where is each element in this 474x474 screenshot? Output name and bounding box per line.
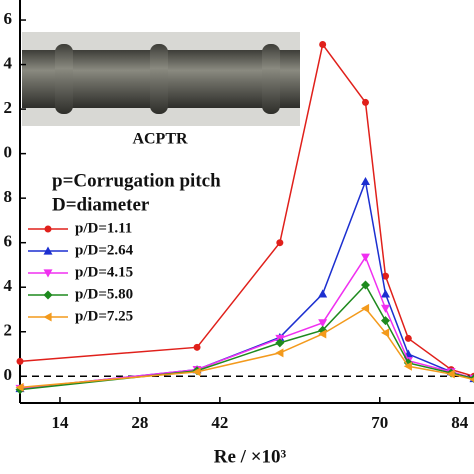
legend-label: p/D=5.80 bbox=[75, 286, 133, 302]
marker bbox=[381, 272, 389, 280]
y-tick-label: 2 bbox=[4, 321, 13, 340]
marker bbox=[318, 329, 327, 339]
annotation: p=Corrugation pitch bbox=[52, 170, 221, 191]
marker bbox=[380, 304, 390, 313]
marker bbox=[380, 289, 390, 298]
y-tick-label: 6 bbox=[4, 232, 13, 251]
x-tick-label: 84 bbox=[451, 413, 469, 432]
marker bbox=[192, 367, 201, 377]
x-tick-label: 70 bbox=[371, 413, 388, 432]
marker bbox=[15, 382, 24, 392]
legend-label: p/D=1.11 bbox=[75, 220, 132, 236]
marker bbox=[276, 239, 284, 247]
legend-label: p/D=4.15 bbox=[75, 264, 133, 280]
marker bbox=[275, 338, 285, 348]
marker bbox=[360, 280, 370, 290]
y-tick-label: 8 bbox=[4, 187, 13, 206]
marker bbox=[403, 361, 412, 371]
inset-label: ACPTR bbox=[132, 131, 188, 148]
marker bbox=[318, 289, 328, 298]
marker bbox=[360, 303, 370, 313]
y-tick-label: 6 bbox=[4, 9, 13, 28]
x-tick-label: 42 bbox=[211, 413, 228, 432]
x-axis-label: Re / ×10³ bbox=[214, 446, 287, 467]
legend-marker bbox=[43, 312, 52, 322]
legend-label: p/D=2.64 bbox=[75, 242, 134, 258]
legend-marker bbox=[43, 290, 53, 300]
y-tick-label: 0 bbox=[4, 143, 13, 162]
marker bbox=[361, 98, 369, 106]
marker bbox=[16, 357, 24, 365]
marker bbox=[469, 377, 474, 383]
marker bbox=[193, 343, 201, 351]
marker bbox=[404, 334, 412, 342]
marker bbox=[360, 253, 370, 262]
x-tick-label: 28 bbox=[131, 413, 148, 432]
marker bbox=[380, 316, 390, 326]
marker bbox=[319, 41, 327, 49]
y-tick-label: 4 bbox=[4, 276, 13, 295]
y-tick-label: 2 bbox=[4, 98, 13, 117]
marker bbox=[380, 328, 390, 338]
legend-marker bbox=[43, 269, 53, 278]
y-tick-label: 0 bbox=[4, 365, 13, 384]
marker bbox=[275, 348, 284, 358]
legend-marker bbox=[44, 225, 52, 233]
legend-marker bbox=[43, 246, 53, 255]
annotation: D=diameter bbox=[52, 194, 150, 215]
legend-label: p/D=7.25 bbox=[75, 308, 133, 324]
x-tick-label: 14 bbox=[51, 413, 69, 432]
marker bbox=[318, 319, 328, 328]
marker bbox=[360, 176, 370, 186]
inset-photo bbox=[22, 32, 300, 126]
y-tick-label: 4 bbox=[4, 53, 13, 72]
marker bbox=[446, 369, 455, 379]
